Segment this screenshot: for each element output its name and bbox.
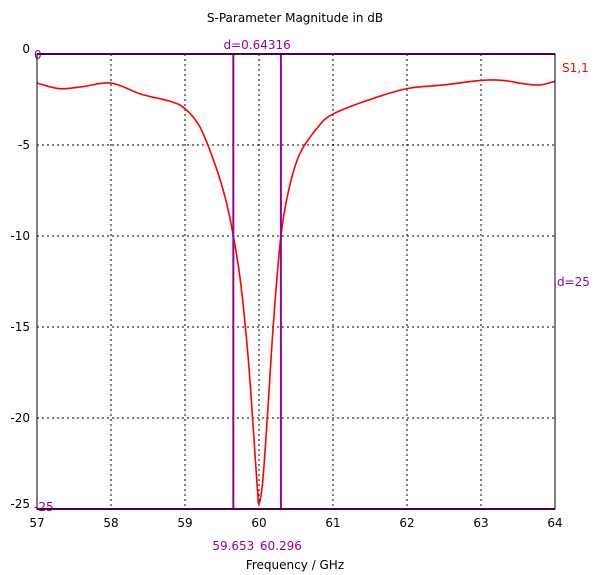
x-tick-label: 63 bbox=[473, 516, 488, 530]
plot-frame bbox=[36, 53, 556, 510]
x-tick-label: 62 bbox=[399, 516, 414, 530]
marker-delta-x-label: d=0.64316 bbox=[223, 38, 290, 52]
grid-lines bbox=[37, 54, 555, 509]
x-tick-label: 61 bbox=[325, 516, 340, 530]
marker-label-vertical: 59.653 bbox=[212, 539, 254, 553]
marker-delta-y-label: d=25 bbox=[557, 275, 590, 289]
chart-title: S-Parameter Magnitude in dB bbox=[207, 11, 383, 25]
y-axis-ticks: 0 -5 -10 -15 -20 -25 bbox=[10, 42, 30, 511]
y-tick-label: -25 bbox=[10, 497, 30, 511]
y-tick-label: 0 bbox=[22, 42, 30, 56]
y-tick-label: -10 bbox=[10, 229, 30, 243]
y-tick-label: -15 bbox=[10, 320, 30, 334]
series-line-s11 bbox=[36, 79, 556, 505]
x-tick-label: 58 bbox=[103, 516, 118, 530]
x-tick-label: 60 bbox=[251, 516, 266, 530]
marker-label-vertical: 60.296 bbox=[260, 539, 302, 553]
x-tick-label: 64 bbox=[547, 516, 562, 530]
x-tick-label: 57 bbox=[29, 516, 44, 530]
series-layer: S1,1 bbox=[36, 61, 589, 505]
x-axis-ticks: 57 58 59 60 61 62 63 64 bbox=[29, 516, 562, 530]
x-tick-label: 59 bbox=[177, 516, 192, 530]
x-axis-label: Frequency / GHz bbox=[246, 558, 344, 572]
marker-label-horizontal: 0 bbox=[34, 48, 42, 62]
series-label-s11: S1,1 bbox=[562, 61, 589, 75]
y-tick-label: -20 bbox=[10, 411, 30, 425]
marker-layer: 0 -25 59.653 60.296 d=0.64316 d=25 bbox=[34, 38, 590, 553]
marker-label-horizontal: -25 bbox=[34, 500, 54, 514]
y-tick-label: -5 bbox=[18, 138, 30, 152]
plot-area bbox=[37, 54, 555, 509]
